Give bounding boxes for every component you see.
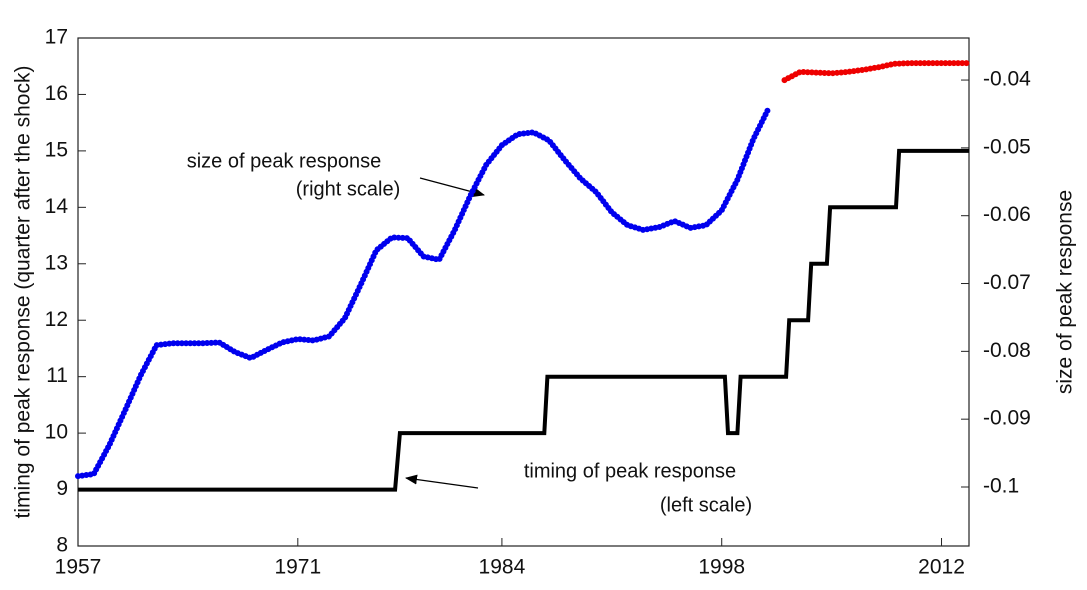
y2-tick-label: -0.08 [983, 339, 1031, 362]
y-tick-label: 11 [46, 364, 68, 387]
y2-tick-label: -0.05 [983, 135, 1031, 158]
y-axis-label: timing of peak response (quarter after t… [12, 66, 35, 519]
y2-tick-label: -0.1 [983, 475, 1019, 498]
x-tick-label: 2012 [918, 556, 965, 579]
y-tick-label: 12 [45, 308, 68, 331]
annotation-arrow [405, 474, 479, 489]
annotation: timing of peak response [524, 460, 736, 482]
series-line [75, 104, 772, 480]
annotation: size of peak response [187, 150, 382, 172]
y-tick-label: 14 [45, 195, 69, 218]
y2-tick-label: -0.06 [983, 203, 1031, 226]
y2-tick-label: -0.04 [983, 68, 1031, 91]
y-tick-label: 9 [56, 477, 68, 500]
y-tick-label: 17 [45, 26, 68, 49]
y-tick-label: 13 [45, 251, 68, 274]
y-tick-label: 15 [45, 138, 68, 161]
plot-frame [77, 37, 970, 547]
y-tick-label: 8 [56, 534, 68, 557]
annotation: (left scale) [660, 494, 752, 516]
x-tick-label: 1957 [55, 556, 102, 579]
y2-tick-label: -0.07 [983, 271, 1031, 294]
annotation: (right scale) [296, 178, 400, 200]
series-line [781, 60, 972, 84]
series-line [78, 148, 969, 492]
y2-axis-label: size of peak response [1054, 190, 1077, 394]
x-tick-label: 1998 [698, 556, 745, 579]
y-tick-label: 10 [45, 421, 68, 444]
y-tick-label: 16 [45, 82, 68, 105]
x-tick-label: 1971 [274, 556, 321, 579]
y2-tick-label: -0.09 [983, 407, 1031, 430]
x-tick-label: 1984 [479, 556, 526, 579]
